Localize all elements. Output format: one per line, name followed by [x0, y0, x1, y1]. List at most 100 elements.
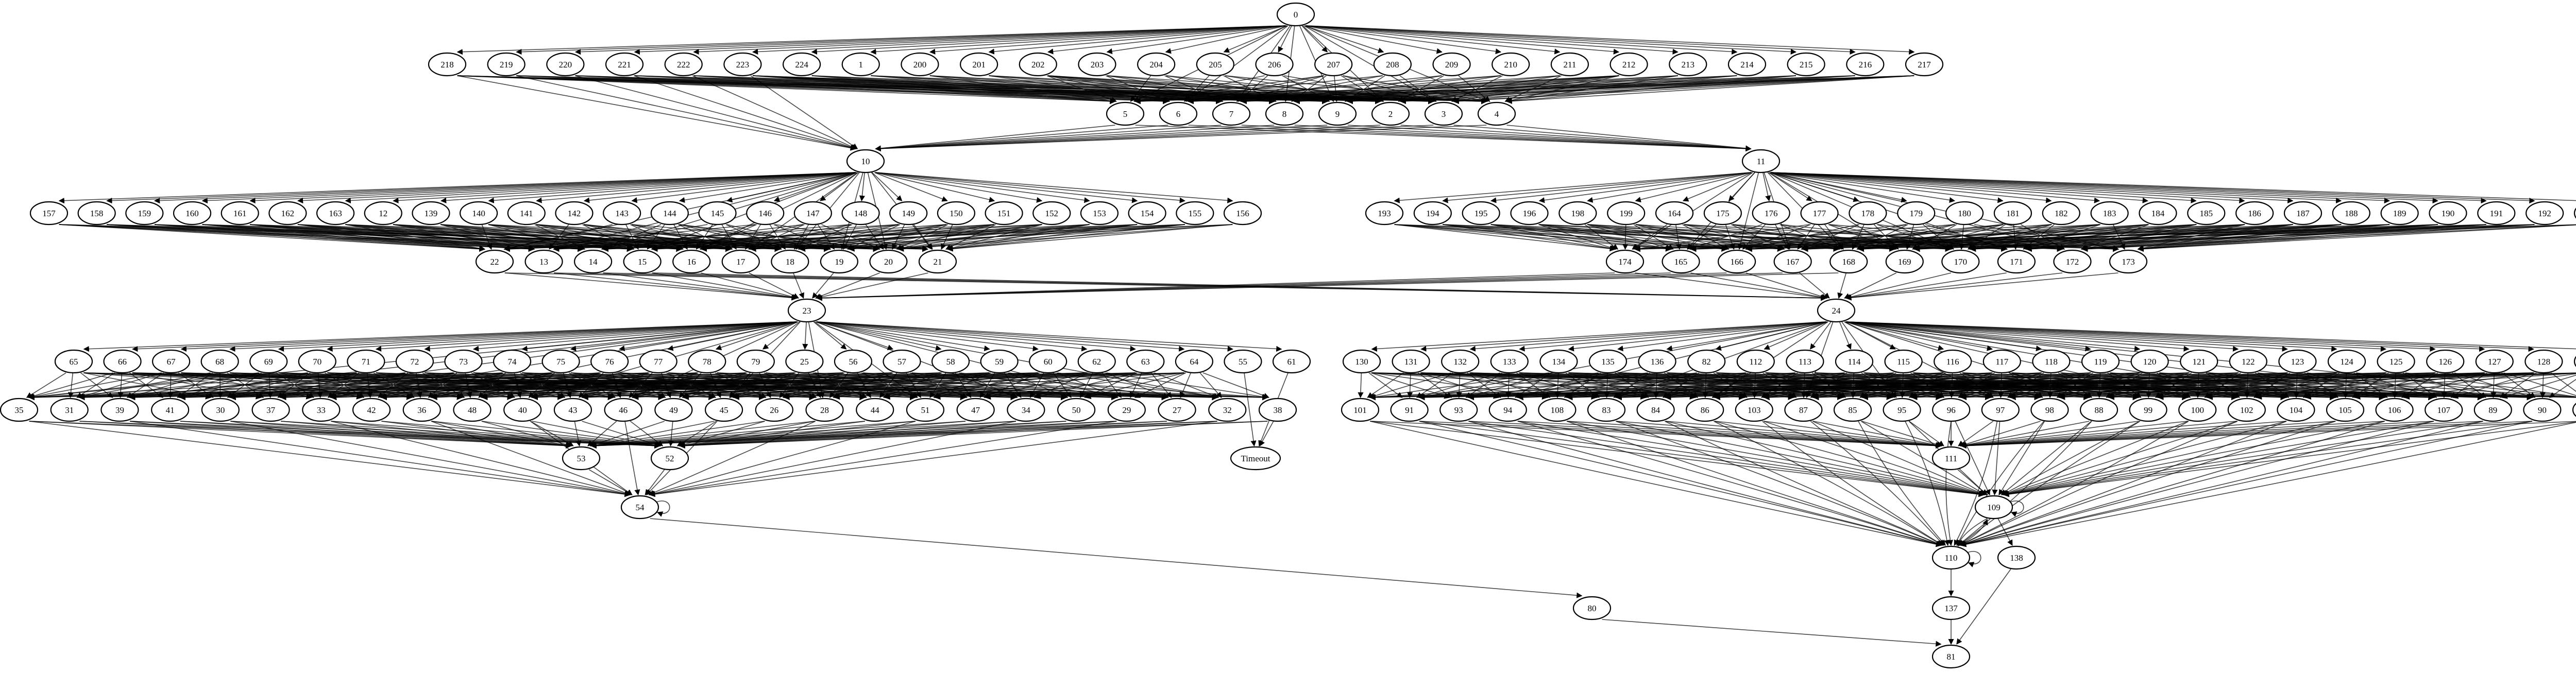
graph-node-213: 213	[1669, 52, 1707, 77]
edge-100-to-109	[2002, 421, 2189, 496]
edge-0-to-211	[1306, 25, 1561, 55]
graph-node-96: 96	[1932, 398, 1971, 422]
graph-node-88: 88	[2079, 398, 2119, 422]
edge-23-to-58	[816, 321, 942, 351]
node-label: 36	[417, 405, 426, 415]
node-label: 187	[2296, 209, 2310, 218]
node-label: 172	[2066, 257, 2079, 267]
graph-node-128: 128	[2524, 349, 2563, 374]
edge-6-to-10	[875, 125, 1168, 151]
node-label: 48	[468, 405, 477, 415]
node-label: 51	[921, 405, 929, 415]
edge-0-to-207	[1301, 25, 1328, 53]
edge-23-to-71	[375, 321, 797, 352]
edge-102-to-109	[2003, 421, 2238, 496]
graph-node-116: 116	[1934, 349, 1972, 374]
edge-18-to-23	[793, 272, 805, 299]
node-label: 19	[835, 257, 843, 267]
edge-24-to-113	[1810, 321, 1832, 350]
node-label: 61	[1287, 357, 1296, 367]
edge-103-to-109	[1763, 421, 1985, 496]
graph-node-23: 23	[787, 298, 826, 323]
edge-0-to-222	[693, 25, 1286, 55]
edge-129-to-97	[2010, 372, 2576, 401]
graph-node-27: 27	[1158, 398, 1196, 422]
graph-node-204: 204	[1137, 52, 1176, 77]
edge-36-to-53	[431, 421, 572, 448]
edge-168-to-23	[816, 272, 1839, 301]
node-label: 10	[861, 157, 870, 166]
graph-node-147: 147	[793, 201, 832, 226]
graph-node-179: 179	[1897, 201, 1936, 226]
node-label: 38	[1274, 405, 1282, 415]
node-ellipse	[664, 52, 703, 77]
graph-node-206: 206	[1255, 52, 1294, 77]
graph-node-110: 110	[1931, 545, 1971, 570]
node-label: 82	[1702, 357, 1711, 367]
graph-node-215: 215	[1787, 52, 1825, 77]
node-label: 195	[1475, 209, 1488, 218]
node-ellipse	[782, 52, 821, 77]
node-ellipse	[460, 201, 498, 226]
node-ellipse	[1849, 201, 1887, 226]
graph-node-64: 64	[1175, 349, 1213, 374]
graph-node-126: 126	[2426, 349, 2465, 374]
edge-156-to-14	[602, 224, 1233, 252]
edge-88-to-111	[1960, 421, 2090, 448]
edge-47-to-53	[590, 421, 966, 448]
node-label: 37	[266, 405, 276, 415]
graph-node-133: 133	[1490, 349, 1529, 374]
graph-node-56: 56	[834, 349, 873, 374]
edge-92-to-110	[1960, 422, 2576, 547]
edge-39-to-53	[130, 421, 572, 449]
graph-node-145: 145	[698, 201, 737, 226]
node-label: 34	[1022, 405, 1031, 415]
node-ellipse	[1607, 201, 1646, 226]
node-label: 89	[2488, 405, 2497, 415]
graph-node-155: 155	[1176, 201, 1214, 226]
node-label: 223	[736, 60, 750, 70]
node-label: 199	[1619, 209, 1633, 218]
node-ellipse	[1897, 201, 1936, 226]
graph-node-78: 78	[688, 349, 726, 374]
node-ellipse	[1265, 101, 1304, 126]
node-ellipse	[1605, 249, 1645, 274]
edge-124-to-101	[1369, 372, 2337, 401]
edge-129-to-89	[2501, 374, 2576, 399]
node-label: Timeout	[1241, 454, 1270, 463]
graph-node-50: 50	[1057, 398, 1096, 422]
edge-24-to-121	[1846, 321, 2190, 352]
graph-node-219: 219	[487, 52, 526, 77]
node-ellipse	[1945, 201, 1984, 226]
node-label: 23	[803, 306, 811, 316]
node-ellipse	[603, 201, 641, 226]
node-ellipse	[221, 201, 259, 226]
graph-node-175: 175	[1703, 201, 1742, 226]
node-label: 62	[1092, 357, 1101, 367]
graph-node-202: 202	[1019, 52, 1057, 77]
edge-73-to-42	[380, 372, 455, 399]
graph-node-207: 207	[1314, 52, 1353, 77]
graph-node-156: 156	[1223, 201, 1262, 226]
node-label: 150	[950, 209, 963, 218]
edge-85-to-110	[1858, 421, 1946, 546]
node-label: 201	[972, 60, 986, 70]
edge-32-to-54	[649, 421, 1217, 497]
edge-155-to-22	[504, 224, 1185, 252]
graph-node-35: 35	[0, 398, 39, 422]
graph-node-181: 181	[1993, 201, 2032, 226]
node-label: 60	[1044, 357, 1053, 367]
graph-node-41: 41	[151, 398, 190, 422]
edge-170-to-24	[1845, 272, 1952, 300]
node-label: 142	[568, 209, 581, 218]
node-label: 208	[1386, 60, 1399, 70]
graph-node-87: 87	[1784, 398, 1823, 422]
edge-152-to-22	[504, 224, 1042, 252]
edge-11-to-166	[1737, 172, 1759, 250]
edge-84-to-109	[1665, 421, 1985, 497]
node-label: 212	[1622, 60, 1636, 70]
node-label: 90	[2538, 405, 2547, 415]
edge-217-to-3	[1453, 75, 1914, 105]
edge-206-to-5	[1134, 75, 1265, 103]
edge-0-to-203	[1106, 25, 1286, 55]
